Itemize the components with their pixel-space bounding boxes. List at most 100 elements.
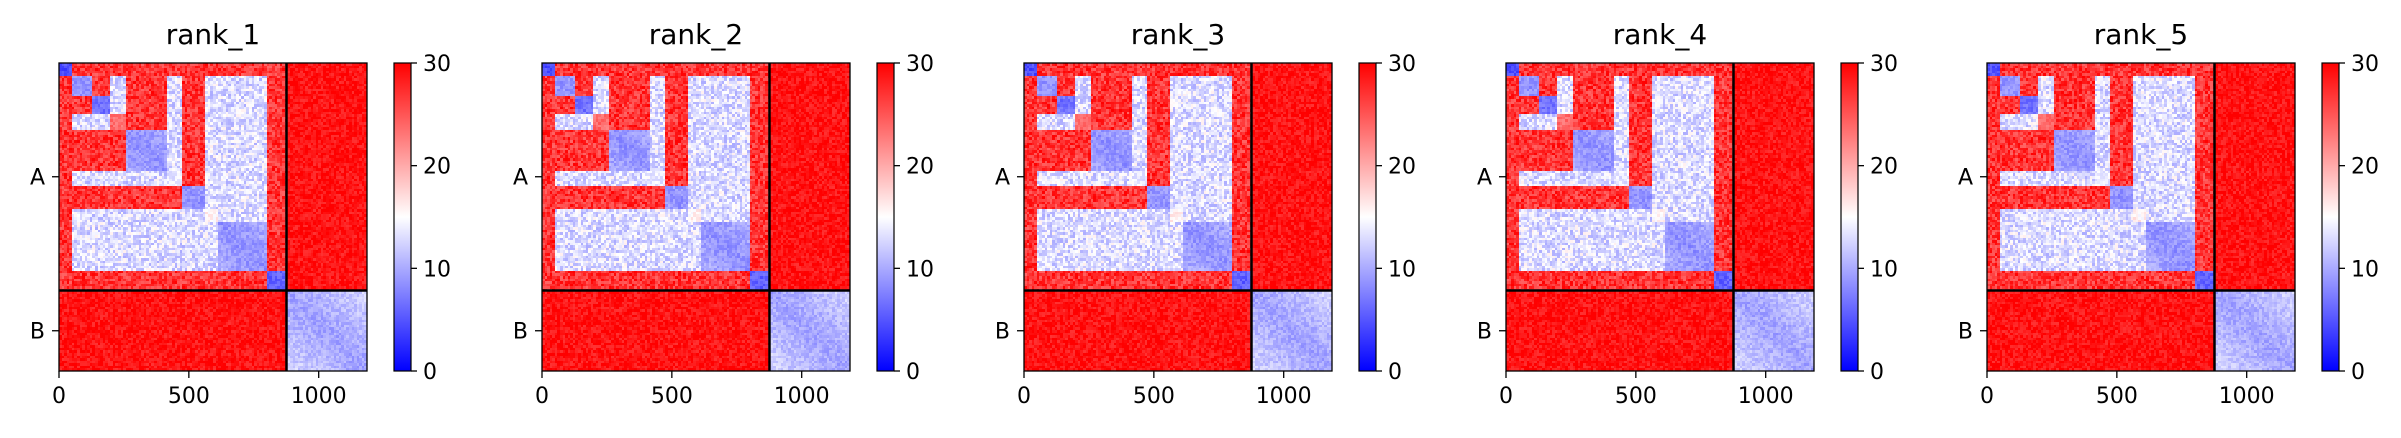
pae-cell: [87, 68, 90, 71]
pae-cell: [64, 73, 67, 76]
pae-cell: [85, 104, 87, 107]
pae-cell: [77, 99, 80, 102]
pae-cell: [313, 89, 316, 91]
pae-cell: [228, 84, 231, 86]
pae-cell: [146, 71, 149, 73]
pae-cell: [141, 84, 144, 86]
pae-cell: [146, 94, 149, 96]
pae-cell: [159, 81, 162, 84]
pae-cell: [149, 71, 151, 73]
pae-cell: [223, 89, 226, 91]
pae-cell: [205, 89, 208, 91]
pae-cell: [190, 96, 192, 99]
pae-cell: [172, 73, 175, 76]
pae-cell: [172, 86, 175, 89]
pae-cell: [362, 68, 364, 71]
pae-cell: [67, 78, 69, 81]
pae-cell: [157, 81, 159, 84]
pae-cell: [182, 99, 185, 102]
pae-cell: [74, 104, 77, 107]
pae-cell: [293, 76, 295, 78]
pae-cell: [64, 102, 67, 104]
pae-cell: [234, 104, 236, 107]
pae-cell: [180, 96, 182, 99]
pae-cell: [190, 71, 192, 73]
pae-cell: [74, 71, 77, 73]
pae-cell: [62, 104, 64, 107]
pae-cell: [323, 84, 326, 86]
pae-cell: [341, 96, 344, 99]
pae-cell: [195, 78, 198, 81]
pae-cell: [169, 68, 172, 71]
pae-cell: [357, 104, 359, 107]
pae-cell: [113, 66, 115, 68]
pae-cell: [249, 81, 252, 84]
pae-cell: [105, 89, 108, 91]
pae-cell: [316, 73, 318, 76]
pae-cell: [267, 84, 269, 86]
pae-cell: [195, 71, 198, 73]
pae-cell: [318, 84, 321, 86]
pae-cell: [277, 104, 280, 107]
pae-cell: [167, 91, 169, 94]
pae-cell: [195, 66, 198, 68]
pae-cell: [103, 104, 105, 107]
pae-cell: [334, 102, 336, 104]
pae-cell: [216, 73, 218, 76]
pae-cell: [157, 96, 159, 99]
pae-cell: [159, 89, 162, 91]
pae-cell: [246, 104, 249, 107]
pae-cell: [316, 78, 318, 81]
pae-cell: [321, 68, 323, 71]
pae-cell: [95, 68, 98, 71]
pae-cell: [172, 66, 175, 68]
pae-cell: [244, 94, 246, 96]
pae-cell: [226, 86, 228, 89]
pae-cell: [169, 89, 172, 91]
pae-cell: [95, 99, 98, 102]
pae-cell: [131, 68, 133, 71]
pae-cell: [87, 81, 90, 84]
pae-cell: [203, 68, 205, 71]
pae-cell: [144, 91, 146, 94]
pae-cell: [177, 78, 180, 81]
pae-cell: [175, 76, 177, 78]
pae-cell: [100, 73, 103, 76]
pae-cell: [141, 91, 144, 94]
pae-cell: [218, 68, 221, 71]
pae-cell: [241, 66, 244, 68]
pae-cell: [221, 84, 223, 86]
pae-cell: [293, 78, 295, 81]
pae-cell: [92, 96, 95, 99]
pae-cell: [282, 99, 285, 102]
pae-cell: [331, 68, 334, 71]
pae-cell: [334, 68, 336, 71]
pae-cell: [175, 99, 177, 102]
pae-cell: [77, 107, 80, 109]
pae-cell: [329, 76, 331, 78]
pae-cell: [264, 86, 267, 89]
pae-cell: [157, 91, 159, 94]
pae-cell: [139, 86, 141, 89]
pae-cell: [133, 86, 136, 89]
pae-cell: [198, 66, 200, 68]
pae-cell: [92, 84, 95, 86]
pae-cell: [154, 81, 157, 84]
pae-cell: [146, 99, 149, 102]
pae-cell: [198, 104, 200, 107]
pae-cell: [100, 66, 103, 68]
pae-cell: [259, 96, 262, 99]
pae-cell: [185, 94, 187, 96]
pae-cell: [198, 102, 200, 104]
pae-cell: [98, 68, 100, 71]
pae-cell: [339, 89, 341, 91]
pae-cell: [151, 91, 154, 94]
pae-cell: [167, 76, 169, 78]
pae-cell: [175, 96, 177, 99]
pae-cell: [226, 71, 228, 73]
pae-cell: [231, 78, 234, 81]
pae-cell: [221, 71, 223, 73]
pae-cell: [64, 81, 67, 84]
pae-cell: [72, 78, 74, 81]
pae-cell: [90, 78, 92, 81]
